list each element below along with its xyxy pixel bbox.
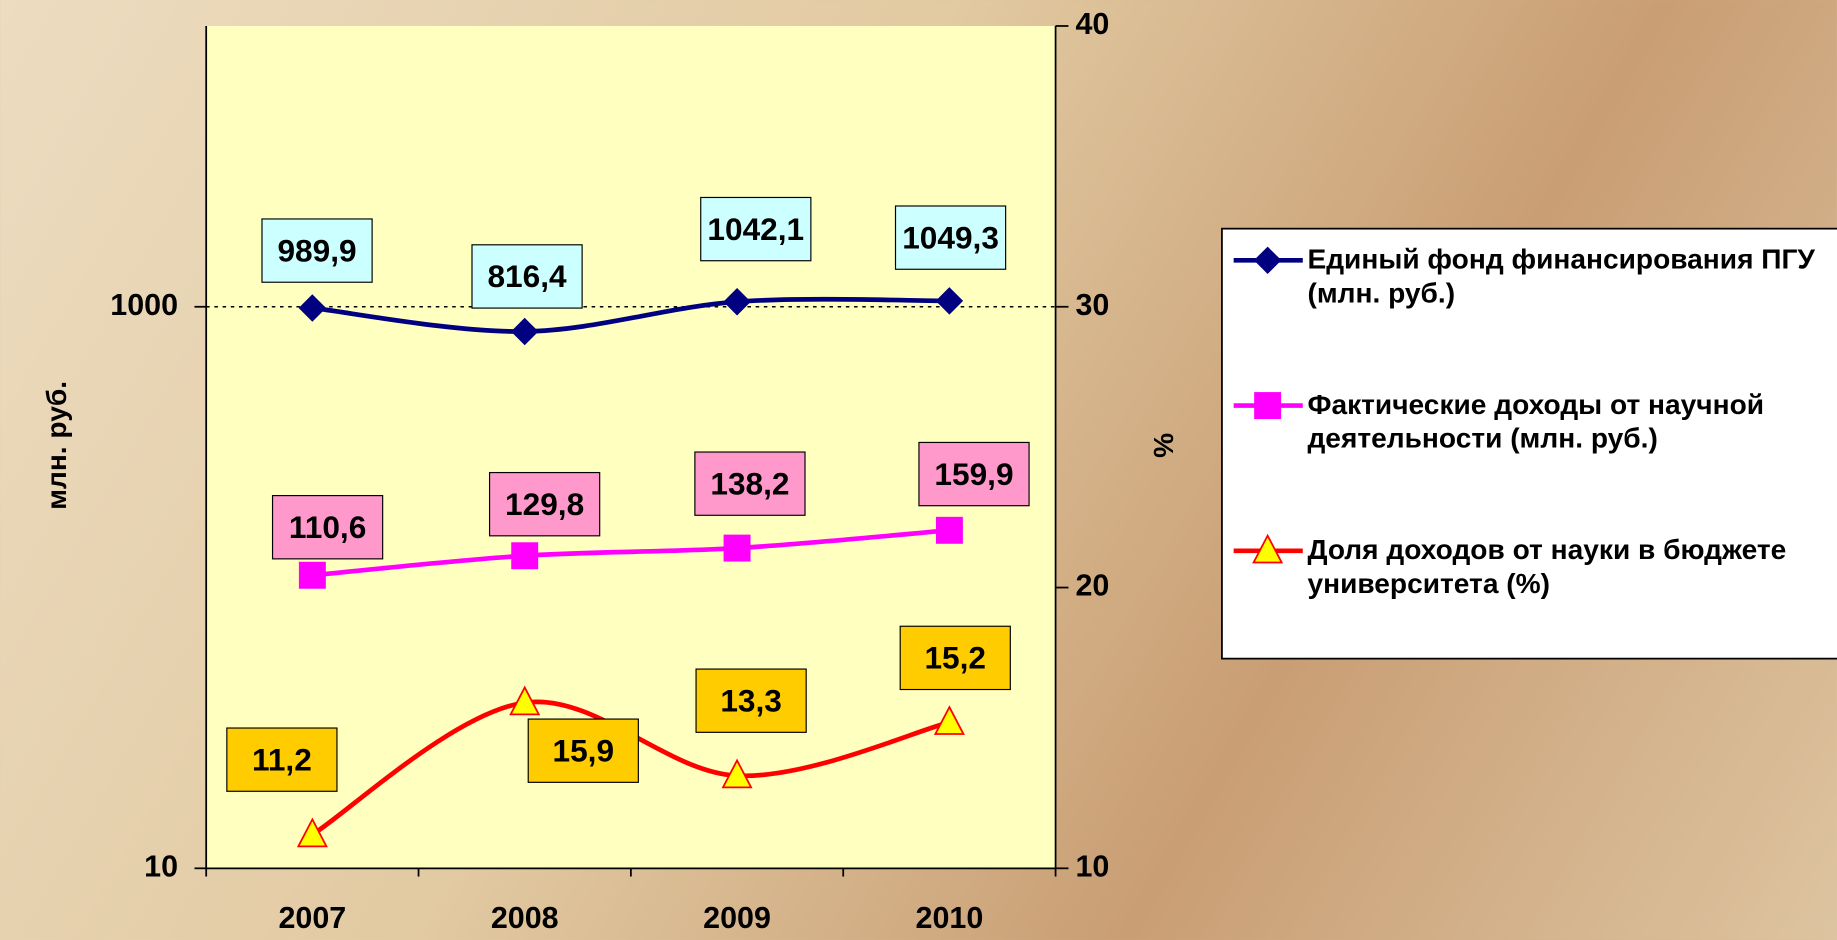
chart: млн. руб. % 10 1000 10 20 30 40 2007 2008 2009 20… bbox=[0, 0, 1837, 940]
y2-tick-label: 40 bbox=[1075, 7, 1109, 41]
value-label: 11,2 bbox=[252, 741, 312, 777]
value-label: 13,3 bbox=[720, 682, 782, 718]
y2-tick-label: 30 bbox=[1075, 288, 1109, 322]
legend-label: Фактические доходы от научной деятельнос… bbox=[1307, 388, 1830, 456]
value-label: 816,4 bbox=[487, 258, 567, 294]
legend-label: Доля доходов от науки в бюджете универси… bbox=[1307, 533, 1830, 601]
y2-tick-label: 10 bbox=[1075, 849, 1109, 883]
value-label: 15,9 bbox=[553, 732, 615, 768]
marker bbox=[299, 562, 325, 588]
marker bbox=[1255, 393, 1281, 419]
value-label: 1042,1 bbox=[707, 211, 804, 247]
value-label: 15,2 bbox=[924, 640, 986, 676]
page: {"chart_data": {"type": "line", "categor… bbox=[0, 0, 1837, 940]
legend-entry: Единый фонд финансирования ПГУ (млн. руб… bbox=[1307, 243, 1830, 360]
x-tick-label: 2009 bbox=[703, 901, 771, 935]
legend-label: Единый фонд финансирования ПГУ (млн. руб… bbox=[1307, 243, 1830, 311]
x-tick-label: 2007 bbox=[278, 901, 346, 935]
x-tick-label: 2008 bbox=[491, 901, 559, 935]
value-label: 110,6 bbox=[289, 509, 366, 545]
marker bbox=[512, 543, 538, 569]
y2-axis-label: % bbox=[1148, 433, 1179, 458]
y-axis-label: млн. руб. bbox=[41, 381, 72, 510]
y-tick-label: 1000 bbox=[110, 288, 178, 322]
marker bbox=[937, 517, 963, 543]
value-label: 138,2 bbox=[710, 465, 789, 501]
value-label: 159,9 bbox=[934, 456, 1013, 492]
legend-entry: Доля доходов от науки в бюджете универси… bbox=[1307, 533, 1830, 650]
legend-entry: Фактические доходы от научной деятельнос… bbox=[1307, 388, 1830, 505]
value-label: 129,8 bbox=[505, 486, 584, 522]
y-tick-label: 10 bbox=[144, 849, 178, 883]
x-tick-label: 2010 bbox=[916, 901, 984, 935]
value-label: 989,9 bbox=[277, 232, 356, 268]
y2-tick-label: 20 bbox=[1075, 569, 1109, 603]
value-label: 1049,3 bbox=[902, 219, 999, 255]
marker bbox=[724, 535, 750, 561]
